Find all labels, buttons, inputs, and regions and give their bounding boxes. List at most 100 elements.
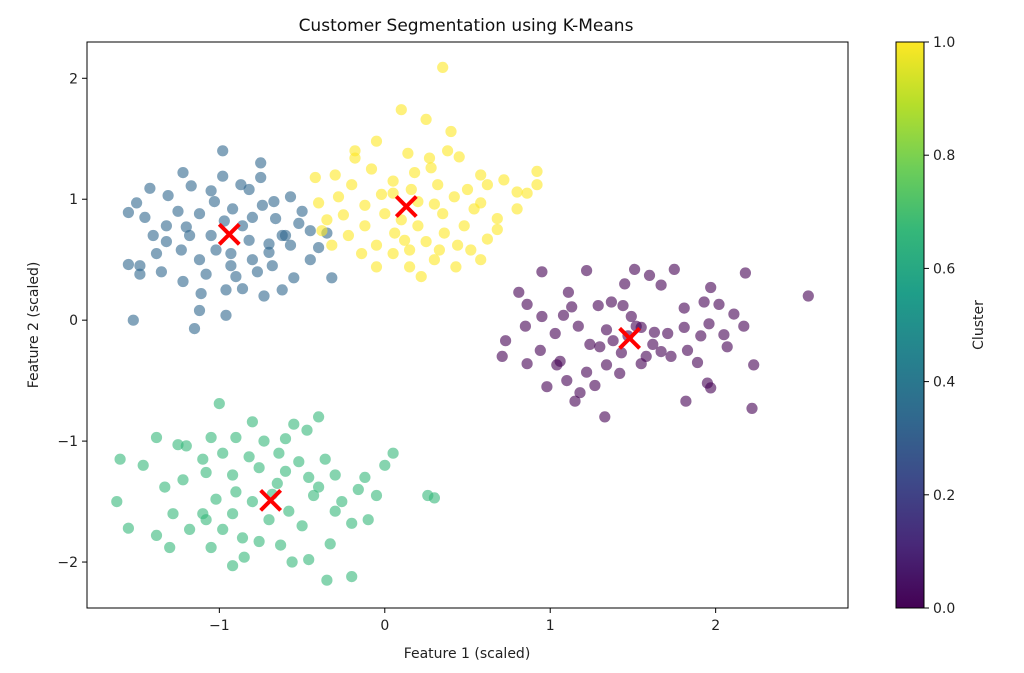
- data-point: [321, 574, 333, 586]
- data-point: [276, 229, 288, 242]
- data-point: [313, 411, 325, 423]
- data-point: [303, 554, 315, 566]
- data-point: [235, 179, 247, 191]
- data-point: [342, 229, 354, 242]
- data-point: [246, 416, 258, 428]
- data-point: [268, 196, 280, 208]
- data-point: [569, 395, 581, 407]
- data-point: [584, 338, 596, 350]
- colorbar-tick-label: 0.0: [933, 601, 955, 617]
- data-point: [680, 395, 692, 407]
- data-point: [379, 208, 391, 220]
- data-point: [195, 288, 207, 300]
- data-point: [258, 290, 270, 302]
- data-point: [263, 514, 275, 526]
- centroid-marker: [394, 195, 418, 218]
- data-point: [802, 290, 814, 302]
- data-point: [405, 183, 417, 196]
- data-point: [581, 265, 593, 277]
- data-point: [164, 541, 176, 554]
- data-point: [721, 341, 733, 353]
- data-point: [346, 571, 358, 583]
- data-point: [150, 431, 163, 444]
- data-point: [428, 198, 440, 210]
- data-point: [284, 239, 297, 251]
- data-point: [519, 320, 532, 332]
- data-point: [432, 179, 444, 191]
- data-point: [468, 203, 480, 215]
- data-point: [668, 263, 680, 275]
- data-point: [531, 179, 543, 191]
- data-point: [276, 284, 288, 296]
- data-point: [600, 359, 613, 371]
- data-point: [592, 300, 604, 312]
- x-tick-label: 0: [380, 618, 389, 634]
- data-point: [445, 125, 457, 138]
- colorbar-tick-label: 0.4: [933, 375, 955, 391]
- data-point: [127, 314, 139, 326]
- data-point: [313, 481, 325, 493]
- data-point: [521, 187, 533, 199]
- data-point: [605, 296, 618, 308]
- colorbar-tick-label: 0.2: [933, 488, 955, 504]
- data-point: [442, 145, 454, 157]
- data-point: [420, 236, 432, 248]
- data-point: [698, 296, 710, 308]
- data-point: [217, 523, 229, 536]
- data-point: [703, 318, 715, 330]
- data-point: [309, 171, 321, 184]
- data-point: [629, 263, 641, 275]
- colorbar: [896, 42, 924, 608]
- y-tick-label: −2: [57, 555, 78, 571]
- data-point: [197, 453, 209, 465]
- data-point: [313, 242, 325, 254]
- data-point: [326, 272, 338, 284]
- data-point: [389, 227, 401, 239]
- data-point: [258, 435, 270, 447]
- data-point: [180, 440, 192, 452]
- data-point: [134, 268, 146, 280]
- data-point: [139, 211, 151, 223]
- plot-frame: [86, 41, 849, 609]
- data-point: [475, 254, 487, 266]
- data-point: [438, 227, 450, 239]
- data-point: [283, 505, 295, 517]
- data-point: [521, 358, 533, 370]
- data-point: [617, 300, 629, 312]
- data-point: [253, 462, 265, 474]
- data-point: [160, 220, 172, 232]
- data-point: [246, 254, 258, 266]
- data-point: [275, 539, 287, 551]
- data-point: [162, 190, 174, 202]
- data-point: [607, 335, 619, 347]
- data-point: [695, 330, 707, 342]
- data-point: [655, 346, 667, 358]
- data-point: [205, 229, 217, 242]
- x-tick-label: −1: [209, 618, 230, 634]
- data-point: [370, 261, 383, 273]
- data-point: [256, 199, 268, 211]
- data-point: [329, 505, 341, 517]
- data-point: [336, 496, 348, 508]
- x-tick-label: 2: [711, 618, 720, 634]
- data-point: [172, 439, 184, 451]
- data-point: [253, 535, 265, 548]
- data-point: [678, 321, 690, 333]
- data-point: [728, 308, 740, 320]
- data-point: [705, 382, 717, 394]
- data-point: [167, 508, 179, 520]
- data-point: [705, 281, 717, 294]
- data-point: [402, 147, 414, 159]
- data-point: [738, 320, 750, 332]
- data-point: [655, 279, 667, 291]
- data-point: [284, 191, 297, 203]
- data-point: [319, 453, 331, 465]
- data-point: [177, 474, 189, 486]
- data-point: [375, 188, 388, 200]
- data-point: [155, 266, 167, 278]
- data-point: [230, 271, 242, 283]
- data-point: [288, 272, 300, 284]
- data-point: [387, 248, 399, 260]
- data-point: [423, 152, 436, 164]
